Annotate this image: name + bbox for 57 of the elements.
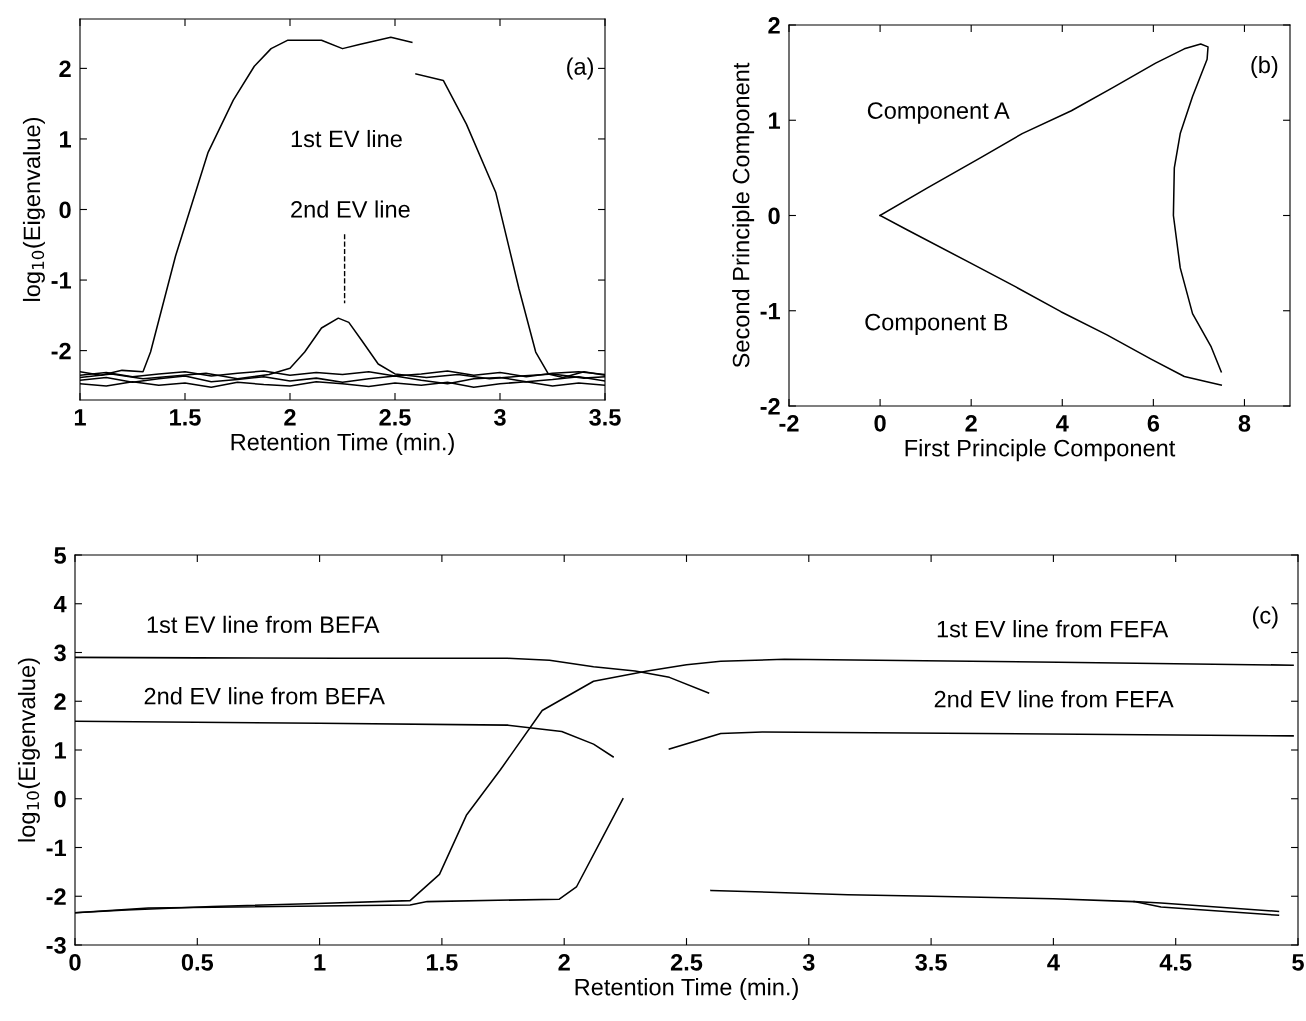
y-tick-label: 2 xyxy=(768,17,780,34)
annotation: (a) xyxy=(567,57,594,80)
x-tick-label: 4.5 xyxy=(1159,954,1192,971)
x-tick-label: 2 xyxy=(558,953,570,971)
y-tick-label: 2 xyxy=(54,693,66,710)
x-tick-label: -2 xyxy=(779,414,799,432)
x-tick-label: 1 xyxy=(314,954,326,971)
y-tick-label: 1 xyxy=(60,131,72,148)
annotation: 2nd EV line from FEFA xyxy=(934,690,1174,708)
annotation: 2nd EV line xyxy=(291,200,410,218)
x-axis-title: First Principle Component xyxy=(905,439,1176,462)
y-tick-label: -1 xyxy=(760,303,781,320)
annotation: Component B xyxy=(865,313,1008,336)
x-tick-label: 4 xyxy=(1047,954,1060,971)
x-tick-label: 4 xyxy=(1056,415,1069,432)
y-tick-label: 5 xyxy=(54,547,67,564)
x-tick-label: 0.5 xyxy=(181,953,214,971)
x-axis-title: Retention Time (min.) xyxy=(575,978,798,1001)
y-tick-label: 4 xyxy=(53,596,67,613)
x-tick-label: 3 xyxy=(493,408,506,426)
x-tick-label: 1.5 xyxy=(426,954,458,971)
annotation: (c) xyxy=(1252,606,1278,629)
y-tick-label: 1 xyxy=(769,112,781,129)
y-tick-label: 0 xyxy=(768,207,780,225)
y-tick-label: 1 xyxy=(55,742,67,759)
annotation: 1st EV line xyxy=(291,129,402,148)
x-tick-label: 0 xyxy=(874,414,886,432)
y-tick-label: -1 xyxy=(46,839,67,857)
annotation: 1st EV line from BEFA xyxy=(147,615,380,634)
x-tick-label: 1 xyxy=(74,409,86,426)
y-axis-title: log$_{10}$(Eigenvalue) xyxy=(17,658,40,842)
x-tick-label: 2.5 xyxy=(379,408,411,426)
x-tick-label: 2 xyxy=(965,414,977,432)
x-tick-label: 2 xyxy=(284,408,296,426)
x-axis-title: Retention Time (min.) xyxy=(231,433,454,456)
x-tick-label: 5 xyxy=(1292,954,1304,971)
x-tick-label: 3.5 xyxy=(915,953,947,971)
y-tick-label: -2 xyxy=(51,342,71,360)
y-tick-label: 2 xyxy=(59,60,71,77)
annotation: 2nd EV line from BEFA xyxy=(144,687,385,705)
annotation: Component A xyxy=(867,102,1010,124)
annotation: (b) xyxy=(1251,55,1278,78)
y-tick-label: -1 xyxy=(51,272,72,289)
x-tick-label: 2.5 xyxy=(670,953,703,971)
y-tick-label: 3 xyxy=(54,644,66,662)
x-tick-label: 8 xyxy=(1238,414,1251,432)
x-tick-label: 3.5 xyxy=(589,408,621,426)
y-tick-label: 0 xyxy=(54,790,66,808)
y-tick-label: -2 xyxy=(46,888,66,905)
x-tick-label: 1.5 xyxy=(170,409,201,426)
y-axis-title: log$_{10}$(Eigenvalue) xyxy=(22,118,45,301)
y-tick-label: 0 xyxy=(59,201,71,219)
x-tick-label: 3 xyxy=(802,953,815,971)
y-axis-title: Second Principle Component xyxy=(732,62,755,368)
y-tick-label: -3 xyxy=(46,937,66,954)
annotation: 1st EV line from FEFA xyxy=(937,620,1169,638)
x-tick-label: 6 xyxy=(1147,414,1160,432)
